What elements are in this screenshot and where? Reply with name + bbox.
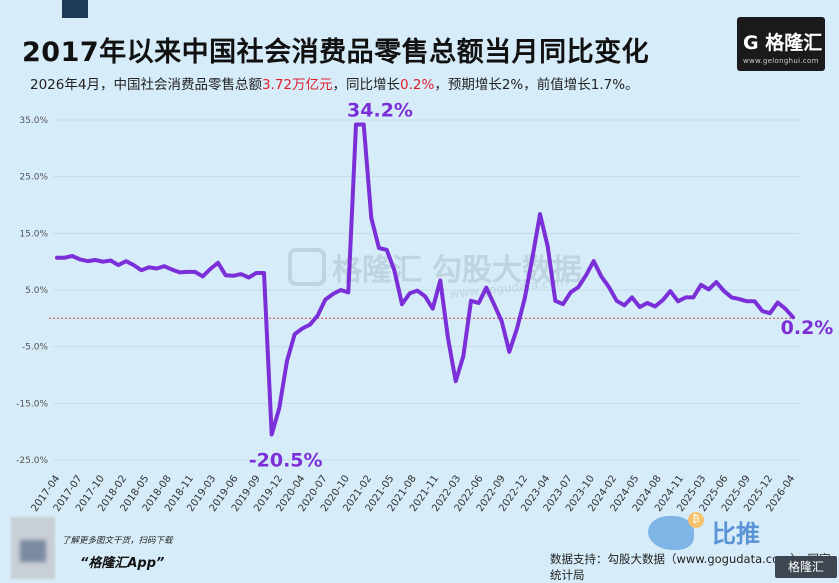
y-tick-label: 25.0% — [19, 173, 48, 183]
y-tick-label: 5.0% — [25, 286, 48, 296]
top-decoration-bar — [62, 0, 88, 18]
subtitle-part2: ，同比增长 — [332, 77, 401, 93]
y-tick-label: -25.0% — [16, 456, 48, 466]
chart-title: 2017年以来中国社会消费品零售总额当月同比变化 — [22, 37, 650, 68]
qr-code-inner-blurred — [20, 540, 46, 562]
chart-annotations: 34.2% -20.5% 0.2% — [249, 100, 834, 472]
chart-watermark: 格隆汇 勾股大数据 www.gogudata.com — [288, 248, 582, 301]
watermark-logo-icon — [288, 248, 326, 286]
logo-url: www.gelonghui.com — [743, 57, 819, 65]
y-tick-label: -15.0% — [16, 399, 48, 409]
y-tick-label: 35.0% — [19, 116, 48, 126]
footer-app-name: “格隆汇App” — [80, 556, 165, 571]
bitui-watermark: ₿ 比推 — [648, 512, 768, 552]
footer-download-hint: 了解更多图文干货，扫码下载 — [62, 536, 173, 546]
chart-subtitle: 2026年4月，中国社会消费品零售总额3.72万亿元，同比增长0.2%，预期增长… — [30, 73, 639, 93]
y-axis-ticks: 35.0% 25.0% 15.0% 5.0% -5.0% -15.0% -25.0% — [16, 116, 48, 466]
bitui-text: 比推 — [712, 520, 760, 548]
bitcoin-icon: ₿ — [688, 512, 704, 528]
watermark-main-text: 格隆汇 — [332, 253, 422, 288]
y-tick-label: -5.0% — [22, 343, 49, 353]
logo-text: G 格隆汇 — [743, 32, 823, 54]
subtitle-part3: ，预期增长2%，前值增长1.7%。 — [434, 77, 639, 93]
x-axis-ticks: 2017-042017-072017-102018-022018-052018-… — [29, 473, 797, 514]
chart-grid — [53, 119, 799, 461]
watermark-secondary-text: 勾股大数据 — [432, 253, 582, 288]
subtitle-total-value: 3.72万亿元 — [261, 77, 333, 93]
series-line — [55, 122, 795, 437]
y-tick-label: 15.0% — [19, 229, 48, 239]
bird-icon — [648, 516, 694, 550]
corner-gelonghui-logo: 格隆汇 — [775, 556, 837, 578]
annotation-label: -20.5% — [249, 450, 323, 472]
annotation-label: 34.2% — [347, 100, 413, 122]
footer-data-source: 数据支持：勾股大数据（www.gogudata.com）、国家统计局 — [550, 552, 831, 582]
subtitle-growth-value: 0.2% — [400, 77, 435, 93]
subtitle-part1: 2026年4月，中国社会消费品零售总额 — [30, 77, 262, 93]
gelonghui-logo: G 格隆汇 www.gelonghui.com — [737, 17, 825, 71]
annotation-label: 0.2% — [781, 317, 834, 339]
